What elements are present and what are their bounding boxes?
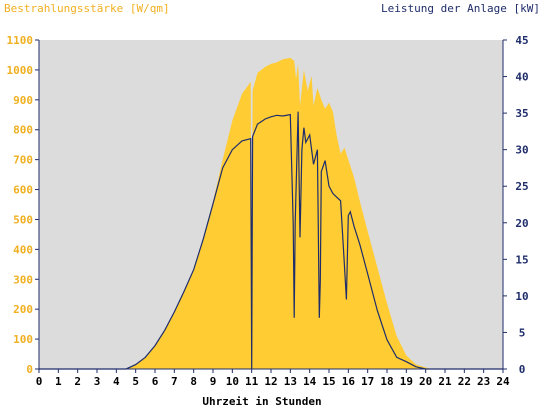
x-tick-label: 10 [226, 375, 239, 388]
x-tick-label: 21 [438, 375, 452, 388]
x-tick-label: 15 [322, 375, 335, 388]
x-tick-label: 7 [171, 375, 178, 388]
left-tick-label: 100 [13, 333, 33, 346]
x-tick-label: 0 [36, 375, 43, 388]
x-tick-label: 9 [210, 375, 217, 388]
series-power-line [39, 111, 503, 370]
x-tick-label: 6 [152, 375, 159, 388]
x-tick-label: 11 [245, 375, 259, 388]
x-tick-label: 14 [303, 375, 317, 388]
right-tick-label: 15 [515, 253, 528, 266]
left-axis-title: Bestrahlungsstärke [W/qm] [4, 2, 170, 15]
x-tick-label: 13 [284, 375, 297, 388]
x-tick-label: 20 [419, 375, 432, 388]
right-tick-label: 0 [519, 363, 526, 376]
x-axis-title: Uhrzeit in Stunden [202, 395, 321, 408]
x-tick-label: 8 [190, 375, 197, 388]
series-irradiance-area [39, 57, 503, 370]
x-tick-label: 4 [113, 375, 120, 388]
left-tick-label: 900 [13, 94, 33, 107]
x-tick-label: 23 [477, 375, 490, 388]
x-tick-label: 24 [496, 375, 510, 388]
x-tick-label: 22 [458, 375, 471, 388]
x-tick-label: 2 [74, 375, 81, 388]
x-tick-label: 17 [361, 375, 374, 388]
left-tick-label: 200 [13, 303, 33, 316]
x-tick-label: 18 [380, 375, 393, 388]
x-tick-label: 19 [400, 375, 413, 388]
left-tick-label: 400 [13, 243, 33, 256]
x-tick-label: 16 [342, 375, 356, 388]
x-tick-label: 3 [94, 375, 101, 388]
left-tick-label: 0 [26, 363, 33, 376]
right-tick-label: 20 [515, 217, 528, 230]
right-tick-label: 10 [515, 290, 528, 303]
right-tick-label: 25 [515, 180, 528, 193]
x-tick-label: 5 [132, 375, 139, 388]
left-tick-label: 800 [13, 124, 33, 137]
left-tick-label: 600 [13, 184, 33, 197]
left-tick-label: 500 [13, 213, 33, 226]
left-tick-label: 1000 [7, 64, 34, 77]
right-tick-label: 35 [515, 107, 528, 120]
left-tick-label: 300 [13, 273, 33, 286]
right-tick-label: 30 [515, 144, 528, 157]
right-tick-label: 45 [515, 34, 528, 47]
right-axis-title: Leistung der Anlage [kW] [381, 2, 540, 15]
x-tick-label: 1 [55, 375, 62, 388]
right-tick-label: 5 [519, 326, 526, 339]
right-tick-label: 40 [515, 71, 528, 84]
left-tick-label: 1100 [7, 34, 34, 47]
left-tick-label: 700 [13, 154, 33, 167]
x-tick-label: 12 [264, 375, 277, 388]
